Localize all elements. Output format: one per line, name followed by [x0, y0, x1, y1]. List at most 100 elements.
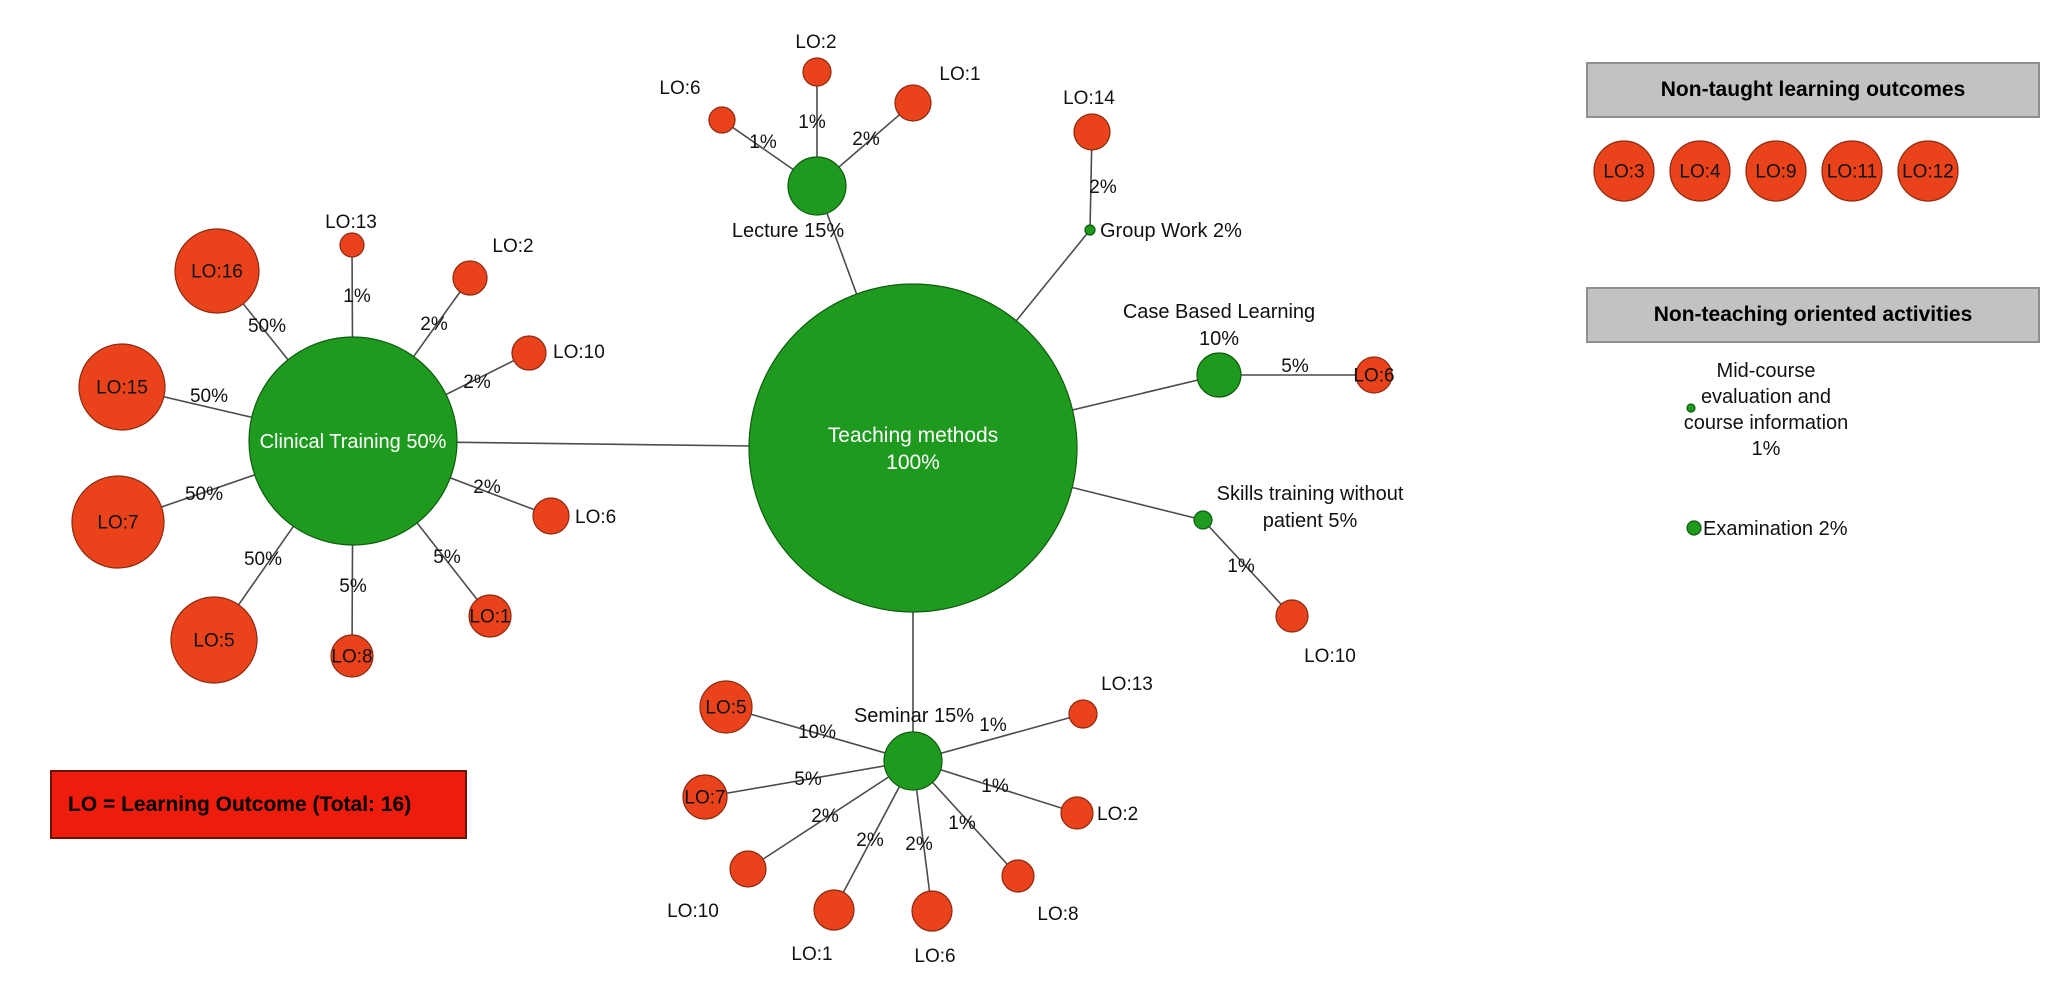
node-label-cl-lo7: LO:7: [97, 513, 138, 534]
edge-label-clinical-cl-lo16: 50%: [248, 316, 286, 337]
edge-label-clinical-cl-lo1: 5%: [433, 547, 461, 568]
edge-label-seminar-sem-lo1: 2%: [856, 830, 884, 851]
edge-seminar-sem-lo10: [747, 760, 914, 870]
edge-label-seminar-sem-lo10: 2%: [811, 806, 839, 827]
edge-label-clinical-cl-lo2: 2%: [420, 314, 448, 335]
node-cl-lo10: [511, 335, 547, 371]
edge-skills-sk-lo10: [1202, 519, 1293, 617]
node-label-seminar: Seminar 15%: [854, 705, 974, 727]
node-label-cl-lo2: LO:2: [492, 236, 533, 257]
edge-label-clinical-cl-lo7: 50%: [185, 484, 223, 505]
node-cl-lo6: [532, 497, 570, 535]
node-sk-lo10: [1275, 599, 1309, 633]
node-sem-lo8: [1001, 859, 1035, 893]
legend-box: LO = Learning Outcome (Total: 16): [50, 770, 467, 839]
node-sem-lo10: [729, 850, 767, 888]
node-cl-lo8: [330, 634, 374, 678]
edge-label-clinical-cl-lo5: 50%: [244, 549, 282, 570]
legend-text: LO = Learning Outcome (Total: 16): [68, 792, 412, 816]
node-label-cl-lo5: LO:5: [193, 631, 234, 652]
node-label-sem-lo8: LO:8: [1037, 904, 1078, 925]
node-label-sem-lo2: LO:2: [1097, 804, 1138, 825]
edge-seminar-sem-lo7: [704, 760, 914, 798]
node-label-lec-lo1: LO:1: [939, 64, 980, 85]
edge-label-cbl-cbl-lo6: 5%: [1281, 356, 1309, 377]
node-label-teaching: Teaching methods 100%: [828, 424, 998, 474]
node-label-cbl-lo6: LO:6: [1353, 366, 1394, 387]
node-cbl: [1196, 352, 1242, 398]
node-label-nt-lo9: LO:9: [1755, 162, 1796, 183]
node-nt-lo3: [1593, 140, 1655, 202]
midcourse-line-4: 1%: [1751, 438, 1781, 460]
node-label-cl-lo15: LO:15: [96, 378, 148, 399]
edge-label-seminar-sem-lo13: 1%: [979, 715, 1007, 736]
node-groupwork: [1084, 224, 1096, 236]
node-clinical: [248, 336, 458, 546]
node-lec-lo1: [894, 84, 932, 122]
edge-label-seminar-sem-lo6: 2%: [905, 834, 933, 855]
non-taught-title: Non-taught learning outcomes: [1660, 78, 1966, 101]
node-nt-lo4: [1669, 140, 1731, 202]
node-label-cl-lo10: LO:10: [553, 342, 605, 363]
node-sem-lo1: [813, 889, 855, 931]
midcourse-note: Mid-course evaluation and course informa…: [1636, 358, 1896, 462]
node-cl-lo7: [71, 475, 165, 569]
edge-label-seminar-sem-lo8: 1%: [948, 813, 976, 834]
node-label-sem-lo13: LO:13: [1101, 674, 1153, 695]
midcourse-line-1: Mid-course: [1716, 360, 1816, 382]
midcourse-line-3: course information: [1683, 412, 1849, 434]
node-label-nt-lo3: LO:3: [1603, 162, 1644, 183]
node-label-cl-lo16: LO:16: [191, 262, 243, 283]
node-cl-lo16: [174, 228, 260, 314]
edge-label-clinical-cl-lo10: 2%: [463, 372, 491, 393]
node-label-cl-lo1: LO:1: [469, 607, 510, 628]
node-label-clinical: Clinical Training 50%: [260, 431, 447, 453]
edge-label-groupwork-gw-lo14: 2%: [1089, 177, 1117, 198]
node-teaching: [748, 283, 1078, 613]
node-nt-lo11: [1821, 140, 1883, 202]
node-label-sem-lo5: LO:5: [705, 698, 746, 719]
node-label-cl-lo13: LO:13: [325, 212, 377, 233]
node-lec-lo2: [802, 57, 832, 87]
node-sem-lo6: [911, 890, 953, 932]
node-label-gw-lo14: LO:14: [1063, 88, 1115, 109]
node-sem-lo2: [1060, 796, 1094, 830]
node-label-sem-lo7: LO:7: [684, 788, 725, 809]
node-label-nt-lo4: LO:4: [1679, 162, 1721, 183]
node-label-groupwork: Group Work 2%: [1100, 220, 1242, 242]
node-label-cl-lo8: LO:8: [331, 647, 372, 668]
node-cl-lo5: [170, 596, 258, 684]
activities-title: Non-teaching oriented activities: [1653, 303, 1973, 326]
node-seminar: [883, 731, 943, 791]
node-label-lec-lo2: LO:2: [795, 32, 836, 53]
node-nt-lo12: [1897, 140, 1959, 202]
node-sem-lo7: [682, 774, 728, 820]
non-taught-header: Non-taught learning outcomes: [1586, 62, 2040, 118]
node-midcourse-dot: [1686, 403, 1696, 413]
edge-label-seminar-sem-lo5: 10%: [798, 722, 836, 743]
edge-label-clinical-cl-lo6: 2%: [473, 477, 501, 498]
node-lec-lo6: [708, 106, 736, 134]
node-label-lecture: Lecture 15%: [732, 220, 845, 242]
edge-label-clinical-cl-lo13: 1%: [343, 286, 371, 307]
node-label-sk-lo10: LO:10: [1304, 646, 1356, 667]
node-label-nt-lo12: LO:12: [1902, 162, 1954, 183]
node-nt-lo9: [1745, 140, 1807, 202]
edge-label-skills-sk-lo10: 1%: [1227, 556, 1255, 577]
node-exam-dot: [1686, 520, 1702, 536]
edge-label-lecture-lec-lo6: 1%: [749, 132, 777, 153]
node-gw-lo14: [1073, 113, 1111, 151]
edge-label-seminar-sem-lo7: 5%: [794, 769, 822, 790]
midcourse-line-2: evaluation and: [1700, 386, 1832, 408]
node-cl-lo2: [452, 260, 488, 296]
edge-label-clinical-cl-lo8: 5%: [339, 576, 367, 597]
node-lecture: [787, 156, 847, 216]
node-label-sem-lo6: LO:6: [914, 946, 955, 967]
edge-label-clinical-cl-lo15: 50%: [190, 386, 228, 407]
node-label-skills: Skills training without patient 5%: [1217, 483, 1404, 532]
node-label-cl-lo6: LO:6: [575, 507, 616, 528]
examination-label: Examination 2%: [1703, 518, 1848, 540]
node-skills: [1193, 510, 1213, 530]
node-cbl-lo6: [1355, 356, 1393, 394]
